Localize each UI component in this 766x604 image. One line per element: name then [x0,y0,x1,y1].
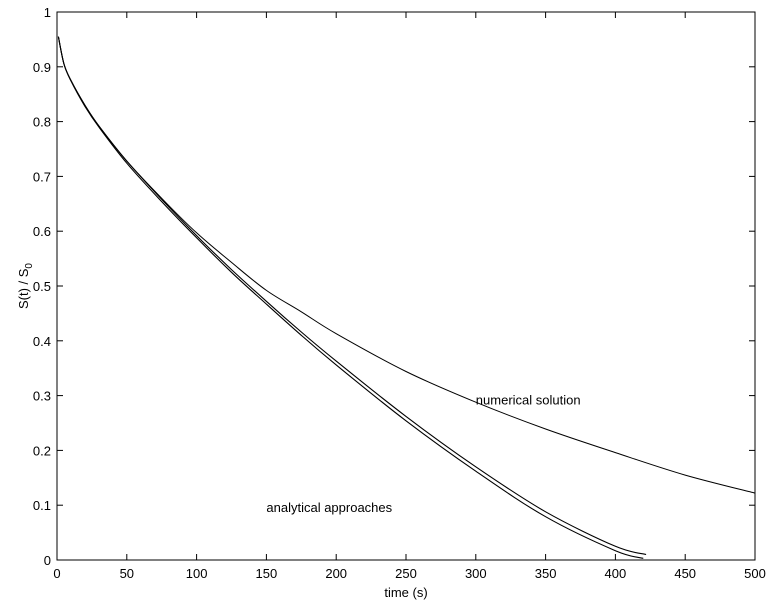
series-layer [57,36,756,559]
plot-background [57,12,755,560]
y-tick-label: 1 [44,5,51,20]
tick-layer: 0 50 100 150 200 250 300 350 400 450 500 0 0.1 0.2 0.3… [33,5,766,581]
x-tick-label: 100 [186,566,208,581]
x-tick-label: 150 [256,566,278,581]
x-tick-label: 50 [120,566,134,581]
x-tick-label: 200 [325,566,347,581]
x-tick-label: 400 [605,566,627,581]
y-tick-label: 0.1 [33,498,51,513]
annotation-label: analytical approaches [266,500,392,515]
y-tick-label: 0.3 [33,389,51,404]
x-tick-label: 450 [674,566,696,581]
annotation-layer: numerical solution analytical approaches [266,392,580,514]
x-tick-label: 350 [535,566,557,581]
annotation-label: numerical solution [476,392,581,407]
y-axis-label-subscript: 0 [24,263,35,269]
x-tick-label: 0 [53,566,60,581]
y-tick-label: 0.2 [33,443,51,458]
y-tick-label: 0.9 [33,60,51,75]
series-line-3 [57,36,644,559]
x-tick-label: 300 [465,566,487,581]
x-tick-label: 250 [395,566,417,581]
y-tick-label: 0.4 [33,334,51,349]
x-tick-label: 500 [744,566,766,581]
y-tick-label: 0.8 [33,115,51,130]
y-tick-label: 0.7 [33,169,51,184]
y-tick-label: 0.6 [33,224,51,239]
y-tick-label: 0 [44,553,51,568]
y-axis-label: S(t) / S0 [16,263,35,309]
y-axis-label-main: S(t) / S [16,268,31,309]
x-axis-label: time (s) [384,585,427,600]
y-tick-label: 0.5 [33,279,51,294]
